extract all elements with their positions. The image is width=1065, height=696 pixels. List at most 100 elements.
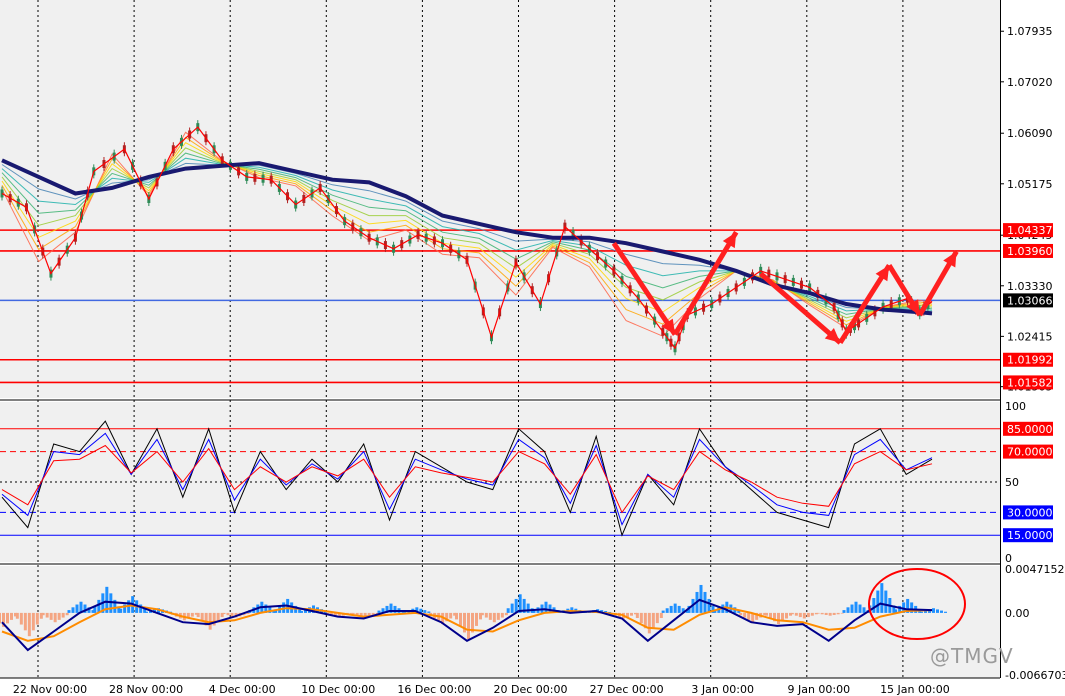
histogram-bar <box>355 612 359 616</box>
histogram-bar <box>145 611 148 613</box>
histogram-bar <box>810 612 814 616</box>
time-axis: 22 Nov 00:00 28 Nov 00:00 4 Dec 00:00 10 De… <box>13 683 950 696</box>
zigzag-line <box>1 126 933 350</box>
histogram-bar <box>61 612 65 618</box>
level-label: 1.01582 <box>1007 376 1053 389</box>
histogram-bar <box>15 612 19 619</box>
histogram-bar <box>41 612 45 616</box>
histogram-bar <box>67 610 71 613</box>
trend-arrow <box>611 241 678 336</box>
histogram-bar <box>222 612 226 615</box>
histogram-bar <box>832 612 836 615</box>
histogram-bar <box>200 612 204 622</box>
histogram-bar <box>790 612 794 615</box>
histogram-bar <box>840 612 844 614</box>
histogram-bar <box>699 584 703 613</box>
osc-level-label: 30.0000 <box>1007 506 1053 519</box>
macd-line <box>1 598 933 652</box>
histogram-bar <box>143 608 147 613</box>
histogram-bar <box>940 610 943 613</box>
trend-arrow-head <box>824 328 841 343</box>
histogram-bar <box>105 586 109 613</box>
histogram-bar <box>747 612 751 620</box>
histogram-bar <box>773 612 776 622</box>
osc-tick-label: 0 <box>1005 552 1012 565</box>
oscillator-line <box>1 444 933 514</box>
histogram-bar <box>10 612 13 620</box>
x-tick-label: 15 Jan 00:00 <box>880 683 950 696</box>
y-tick-label: 1.07020 <box>1007 76 1053 89</box>
y-tick-label: 1.02415 <box>1007 330 1053 343</box>
histogram-bar <box>755 612 759 620</box>
histogram-bar <box>500 612 504 618</box>
x-tick-label: 9 Jan 00:00 <box>787 683 850 696</box>
histogram-bar <box>932 608 935 613</box>
candle-body <box>0 189 4 198</box>
histogram-bar <box>423 610 427 613</box>
histogram-bar <box>737 610 741 613</box>
histogram-bar <box>876 590 880 613</box>
histogram-bar <box>842 610 846 613</box>
histogram-bar <box>936 609 939 613</box>
histogram-bar <box>27 612 31 637</box>
watermark: @TMGV <box>930 644 1014 668</box>
trend-arrow-head <box>906 299 920 316</box>
histogram-bar <box>643 612 647 629</box>
histogram-bar <box>647 612 651 634</box>
osc-level-label-bg <box>1003 444 1053 459</box>
histogram-bar <box>880 583 884 613</box>
histogram-bar <box>920 611 923 613</box>
histogram-bar <box>2 612 5 627</box>
histogram-bar <box>333 612 337 616</box>
histogram-bar <box>661 610 665 613</box>
level-label: 1.04337 <box>1007 224 1053 237</box>
x-tick-label: 20 Dec 00:00 <box>494 683 568 696</box>
histogram-bar <box>97 599 101 613</box>
level-label-bg <box>1003 223 1053 238</box>
histogram-bar <box>798 612 802 618</box>
histogram-bar <box>117 606 121 613</box>
histogram-bar <box>802 612 806 619</box>
histogram-bar <box>814 612 818 615</box>
histogram-bar <box>635 612 639 619</box>
histogram-bar <box>862 607 866 613</box>
macd-tick-label: -0.0066703 <box>1005 669 1065 682</box>
macd-tick-label: 0.00 <box>1005 607 1030 620</box>
histogram-bar <box>298 609 302 613</box>
histogram-bar <box>274 609 278 613</box>
macd-plot <box>0 563 1000 679</box>
histogram-bar <box>75 604 79 613</box>
level-label-bg <box>1003 293 1053 308</box>
histogram-bar <box>377 610 381 613</box>
histogram-bar <box>504 612 508 616</box>
histogram-bar <box>659 612 663 619</box>
histogram-bar <box>65 612 69 616</box>
histogram-bar <box>6 612 9 624</box>
x-tick-label: 22 Nov 00:00 <box>13 683 87 696</box>
signal-line <box>1 604 933 642</box>
histogram-bar <box>220 612 224 618</box>
x-tick-label: 16 Dec 00:00 <box>397 683 471 696</box>
histogram-bar <box>475 612 478 626</box>
histogram-bar <box>455 612 458 620</box>
histogram-bar <box>781 612 784 622</box>
histogram-bar <box>763 612 767 616</box>
histogram-bar <box>268 607 272 613</box>
histogram-bar <box>91 610 95 613</box>
histogram-bar <box>872 598 876 613</box>
histogram-bar <box>393 605 397 613</box>
highlight-ellipse <box>868 568 966 640</box>
histogram-bar <box>23 612 27 631</box>
histogram-bar <box>892 605 896 613</box>
histogram-bar <box>196 612 200 618</box>
histogram-bar <box>186 612 190 619</box>
histogram-bar <box>751 612 755 623</box>
histogram-bar <box>190 612 194 617</box>
x-tick-label: 28 Nov 00:00 <box>109 683 183 696</box>
histogram-bar <box>820 612 824 615</box>
histogram-bar <box>836 612 840 615</box>
histogram-bar <box>480 612 484 616</box>
histogram-bar <box>522 598 526 613</box>
oscillator-line <box>1 420 933 537</box>
